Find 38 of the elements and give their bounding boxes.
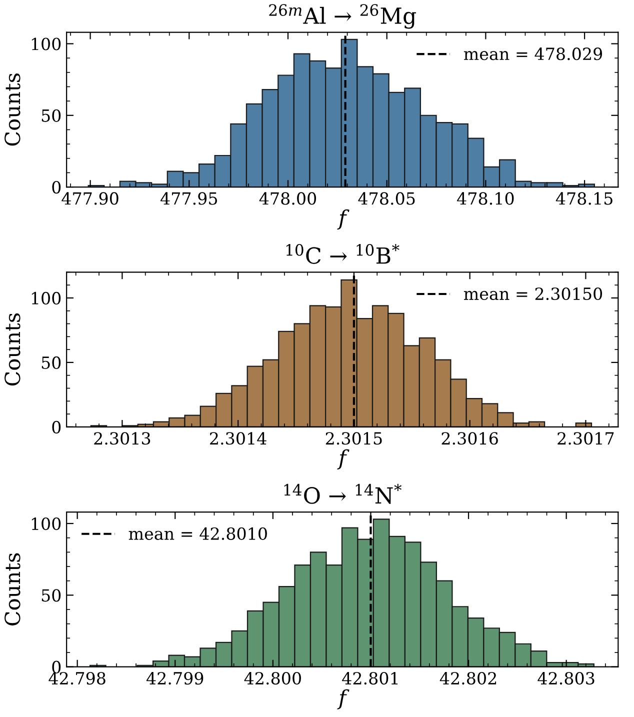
y-axis-title: Counts xyxy=(4,74,20,146)
x-tick-label: 42.802 xyxy=(440,672,496,685)
x-tick-label: 42.800 xyxy=(244,672,301,685)
x-tick-label: 478.15 xyxy=(556,192,612,205)
chart-title: $^{10}$C → $^{10}$B$^{*}$ xyxy=(286,244,400,264)
chart-title: $^{14}$O → $^{14}$N$^{*}$ xyxy=(284,484,402,504)
x-tick-label: 2.3017 xyxy=(558,432,614,445)
y-tick-label: 100 xyxy=(32,517,61,530)
y-tick-label: 0 xyxy=(52,420,61,434)
y-axis-title: Counts xyxy=(4,313,20,386)
x-tick-label: 478.00 xyxy=(259,192,316,205)
x-tick-label: 478.05 xyxy=(358,192,415,205)
x-tick-label: 42.803 xyxy=(538,672,594,685)
y-tick-label: 50 xyxy=(42,589,61,602)
x-tick-label: 478.10 xyxy=(457,192,514,205)
x-tick-label: 42.799 xyxy=(146,672,204,685)
y-tick-label: 50 xyxy=(42,356,61,370)
x-tick-label: 477.90 xyxy=(62,192,118,205)
y-tick-label: 100 xyxy=(32,292,61,305)
x-axis-title: f xyxy=(337,209,350,230)
chart-title: $^{26m}$Al → $^{26}$Mg xyxy=(269,4,416,29)
x-tick-label: 477.95 xyxy=(160,192,218,205)
y-axis-title: Counts xyxy=(4,553,20,626)
x-tick-label: 2.3016 xyxy=(442,432,498,445)
x-tick-label: 2.3015 xyxy=(326,432,382,445)
ref-line-label: mean = 478.029 xyxy=(464,48,602,60)
x-tick-label: 42.801 xyxy=(342,672,398,685)
x-tick-label: 42.798 xyxy=(48,672,106,685)
ref-line-label: mean = 42.8010 xyxy=(128,527,267,540)
ref-line-label: mean = 2.30150 xyxy=(464,287,602,300)
x-tick-label: 2.3014 xyxy=(210,432,266,445)
y-tick-label: 0 xyxy=(52,180,61,194)
x-tick-label: 2.3013 xyxy=(94,432,150,445)
y-tick-label: 50 xyxy=(42,109,61,122)
y-tick-label: 0 xyxy=(52,660,61,674)
x-axis-title: f xyxy=(337,689,350,710)
y-tick-label: 100 xyxy=(32,38,61,50)
x-axis-title: f xyxy=(337,449,350,470)
